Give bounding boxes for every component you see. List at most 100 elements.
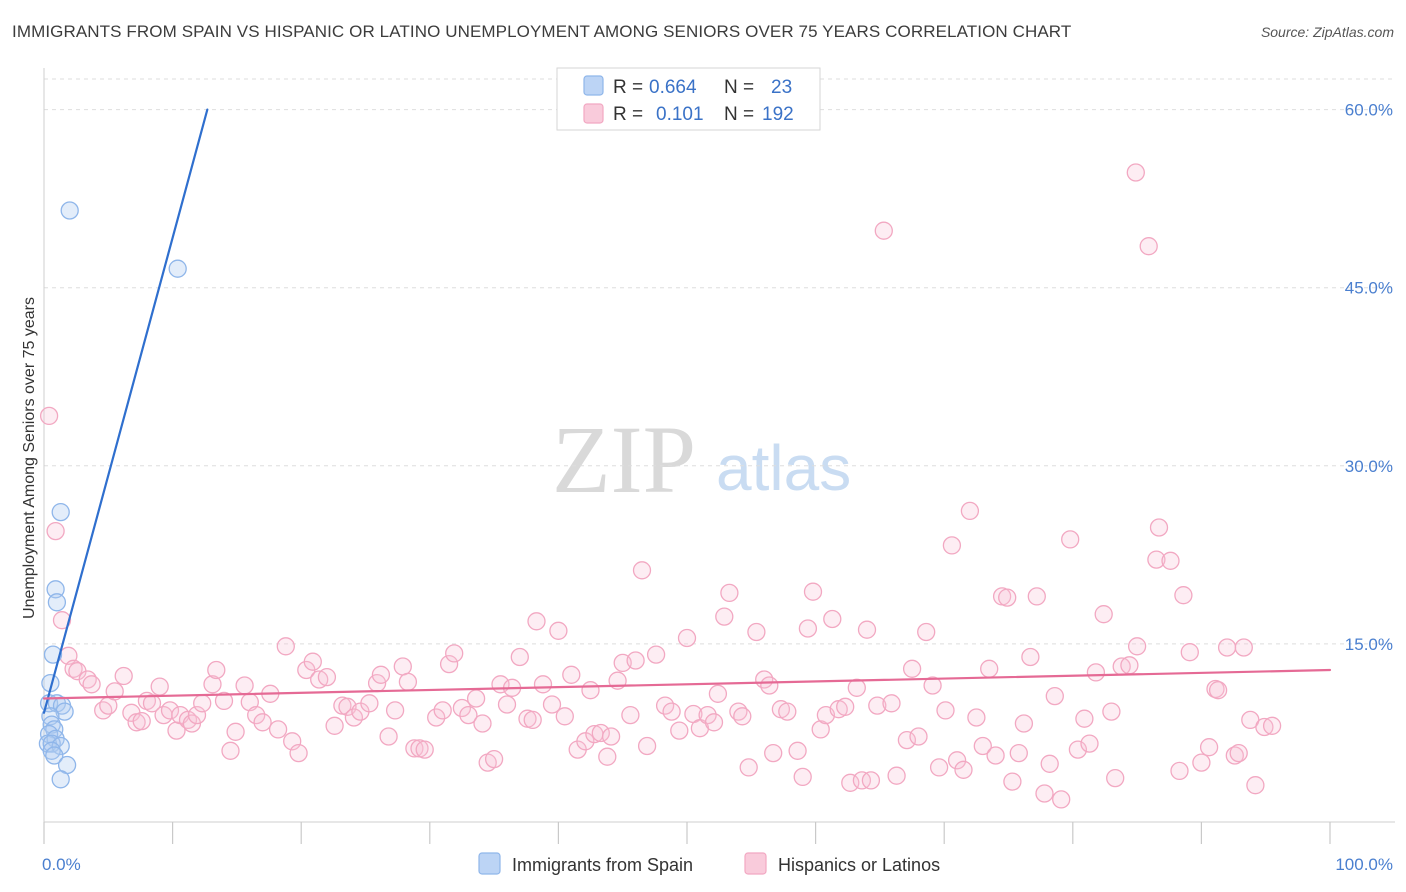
data-point	[942, 536, 962, 555]
data-point	[360, 694, 379, 713]
data-point	[51, 502, 70, 522]
data-point	[868, 696, 887, 715]
data-point	[445, 644, 464, 663]
data-point	[51, 736, 70, 756]
data-point	[986, 746, 1005, 765]
data-point	[677, 628, 697, 648]
legend-swatch-spain	[583, 75, 604, 96]
y-tick-label: 60.0%	[1345, 101, 1393, 120]
data-point	[247, 705, 266, 725]
data-point	[1021, 647, 1040, 667]
data-point	[601, 727, 621, 746]
data-point	[1068, 740, 1088, 759]
data-point	[947, 751, 967, 770]
data-point	[1094, 605, 1113, 624]
trend-line-hispanic	[42, 668, 1332, 700]
legend-n-label: N =	[724, 77, 754, 98]
data-point	[936, 701, 955, 720]
data-point	[1035, 784, 1054, 803]
data-point	[811, 720, 830, 739]
data-point	[698, 705, 717, 725]
gridlines	[44, 78, 1395, 645]
data-point	[973, 736, 992, 756]
data-point	[1120, 656, 1139, 675]
data-point	[954, 760, 973, 779]
y-tick-label: 45.0%	[1345, 279, 1393, 298]
data-point	[1061, 530, 1080, 549]
data-point	[923, 676, 942, 695]
chart-title: IMMIGRANTS FROM SPAIN VS HISPANIC OR LAT…	[12, 22, 1072, 41]
watermark-atlas: atlas	[716, 432, 851, 504]
data-point	[51, 770, 70, 789]
data-point	[1246, 776, 1265, 795]
data-point	[39, 406, 59, 426]
data-point	[1229, 743, 1248, 763]
data-point	[52, 611, 72, 630]
data-point	[47, 593, 67, 612]
data-point	[1080, 734, 1099, 753]
data-point	[207, 660, 226, 680]
data-point	[439, 654, 459, 674]
data-point	[598, 747, 617, 766]
data-point	[715, 607, 734, 626]
data-point	[1234, 638, 1253, 657]
data-point	[1052, 790, 1071, 809]
x-tick-label: 100.0%	[1335, 855, 1393, 874]
data-point	[733, 707, 752, 726]
data-point	[466, 689, 486, 708]
data-point	[253, 713, 272, 732]
series-hispanics-points	[39, 163, 1282, 809]
data-point	[45, 746, 64, 765]
data-point	[1149, 518, 1169, 537]
data-point	[533, 675, 553, 694]
data-point	[637, 736, 657, 756]
data-point	[1208, 681, 1228, 700]
data-point	[960, 501, 980, 521]
data-point	[902, 659, 922, 678]
data-point	[793, 767, 812, 787]
data-point	[1045, 686, 1064, 706]
data-point	[150, 677, 169, 696]
data-point	[55, 702, 74, 721]
data-point	[764, 743, 783, 763]
data-point	[132, 711, 151, 731]
legend-swatch-hispanic	[583, 103, 604, 124]
data-point	[82, 675, 101, 694]
data-point	[221, 741, 240, 760]
data-point	[788, 741, 807, 760]
data-point	[632, 561, 652, 580]
data-point	[46, 580, 65, 599]
data-point	[235, 676, 254, 695]
data-point	[379, 727, 398, 746]
data-point	[720, 583, 739, 603]
data-point	[114, 666, 133, 686]
data-point	[303, 652, 322, 671]
data-point	[626, 651, 645, 670]
data-point	[1127, 637, 1147, 656]
data-point	[967, 708, 986, 727]
data-point	[857, 620, 877, 639]
data-point	[1217, 638, 1237, 657]
data-point	[268, 720, 288, 739]
data-point	[887, 766, 906, 785]
data-point	[415, 740, 434, 759]
data-point	[1192, 753, 1211, 772]
data-point	[142, 694, 162, 713]
legend-r-label: R =	[613, 77, 643, 98]
data-point	[193, 694, 212, 713]
data-point	[427, 708, 446, 727]
data-point	[739, 758, 758, 777]
bottom-legend-label-hispanic: Hispanics or Latinos	[778, 855, 940, 875]
data-point	[841, 773, 860, 792]
data-point	[1102, 702, 1121, 721]
data-point	[203, 675, 222, 694]
data-point	[847, 678, 866, 697]
data-point	[523, 710, 542, 730]
data-point	[1199, 738, 1219, 757]
data-point	[646, 645, 666, 664]
data-point	[1086, 663, 1106, 682]
bottom-legend-swatch-hispanic	[744, 852, 767, 875]
data-point	[555, 707, 574, 726]
data-point	[527, 612, 546, 631]
